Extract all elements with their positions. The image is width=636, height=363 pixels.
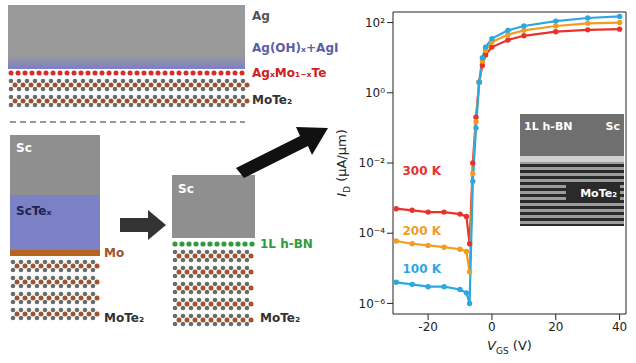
svg-text:0: 0 — [488, 320, 496, 334]
svg-text:10⁻²: 10⁻² — [359, 156, 386, 170]
svg-text:ID (μA/μm): ID (μA/μm) — [335, 129, 352, 197]
svg-text:10²: 10² — [365, 16, 385, 30]
svg-text:200 K: 200 K — [402, 224, 441, 238]
svg-text:Ag: Ag — [252, 9, 270, 23]
svg-text:Mo: Mo — [104, 246, 124, 260]
svg-text:ScTeₓ: ScTeₓ — [16, 204, 51, 218]
svg-text:Sc: Sc — [178, 182, 194, 196]
svg-text:Ag(OH)ₓ+AgI: Ag(OH)ₓ+AgI — [252, 41, 338, 55]
svg-text:10⁻⁴: 10⁻⁴ — [359, 226, 386, 240]
svg-text:MoTe₂: MoTe₂ — [580, 187, 617, 200]
svg-text:MoTe₂: MoTe₂ — [260, 311, 300, 325]
svg-text:Sc: Sc — [606, 120, 620, 133]
svg-text:10⁰: 10⁰ — [365, 86, 385, 100]
svg-text:VGS (V): VGS (V) — [487, 338, 532, 356]
svg-text:10⁻⁶: 10⁻⁶ — [359, 297, 386, 311]
svg-text:-20: -20 — [418, 320, 438, 334]
svg-text:MoTe₂: MoTe₂ — [104, 311, 144, 325]
svg-text:AgₓMo₁₋ₓTe: AgₓMo₁₋ₓTe — [252, 66, 326, 80]
svg-text:1L h-BN: 1L h-BN — [260, 237, 313, 251]
svg-text:300 K: 300 K — [402, 164, 441, 178]
svg-text:40: 40 — [612, 320, 627, 334]
svg-text:Sc: Sc — [16, 141, 32, 155]
svg-text:MoTe₂: MoTe₂ — [252, 93, 292, 107]
svg-text:1L h-BN: 1L h-BN — [524, 120, 572, 133]
svg-text:20: 20 — [548, 320, 563, 334]
svg-text:100 K: 100 K — [402, 262, 441, 276]
